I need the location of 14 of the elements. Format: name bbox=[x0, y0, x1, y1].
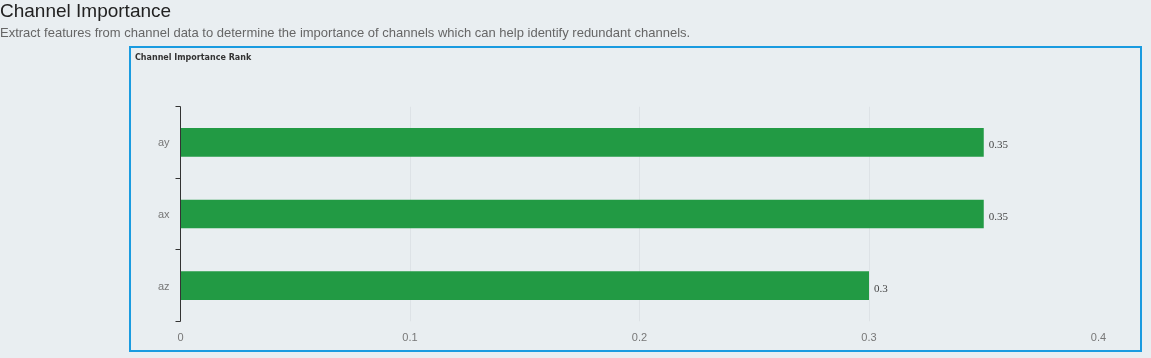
y-tick-label: ax bbox=[157, 208, 170, 220]
x-tick-label: 0.1 bbox=[402, 330, 418, 343]
x-tick-label: 0.4 bbox=[1090, 330, 1107, 343]
x-tick-label: 0.3 bbox=[861, 330, 877, 343]
chart-title: Channel Importance bbox=[0, 0, 173, 22]
data-label: 0.35 bbox=[988, 210, 1009, 222]
data-label: 0.3 bbox=[874, 281, 889, 294]
x-tick-label: 0.2 bbox=[631, 330, 648, 343]
y-tick-label: ay bbox=[157, 136, 170, 149]
data-label: 0.35 bbox=[988, 138, 1009, 151]
text: Channel Importance Rank bbox=[135, 52, 252, 64]
chart-subtitle: Extract features from channel data to determine the importance of channels which can help identify redundant channels. bbox=[0, 24, 691, 42]
y-tick-label: az bbox=[157, 279, 170, 292]
x-tick-label: 0 bbox=[177, 330, 184, 343]
